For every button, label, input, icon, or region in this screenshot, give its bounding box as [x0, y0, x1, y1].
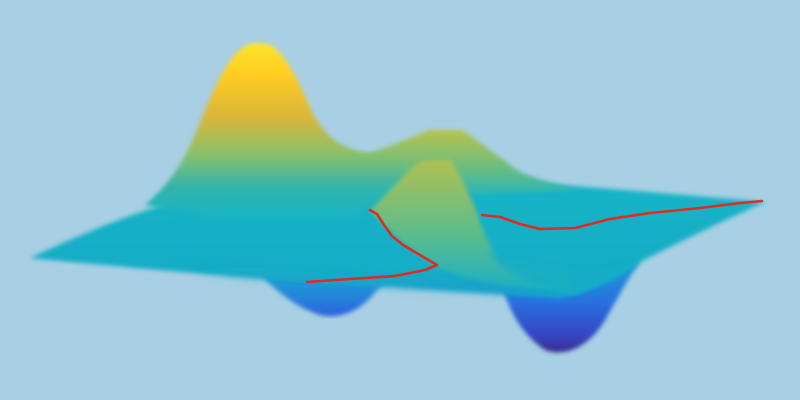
folded-sheet-peak	[370, 160, 575, 292]
red-path-line	[305, 208, 439, 284]
sheet-fold-front	[488, 252, 640, 295]
red-path-line-right	[480, 199, 764, 231]
tall-peak	[145, 43, 410, 221]
